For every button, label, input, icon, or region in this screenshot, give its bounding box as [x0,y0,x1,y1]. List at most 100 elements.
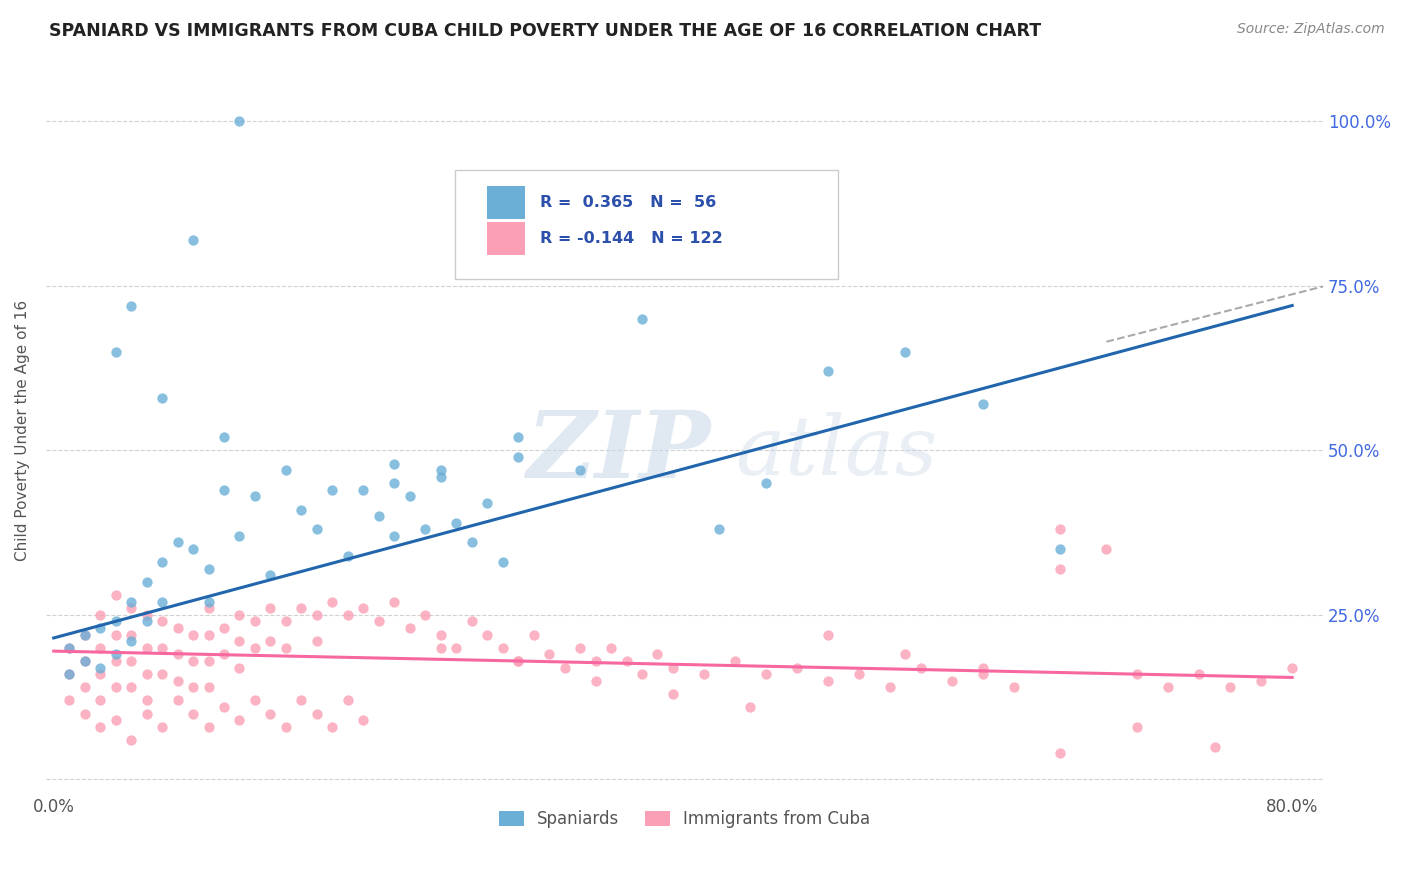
Point [104,628,127,642]
Point [508,450,530,464]
Point [429,628,451,642]
Point [569,463,592,477]
Point [228,713,250,727]
Text: R = -0.144   N = 122: R = -0.144 N = 122 [540,231,723,246]
Point [382,595,405,609]
Point [755,667,778,681]
Point [631,667,654,681]
Point [1126,720,1149,734]
Point [274,463,297,477]
Point [212,621,235,635]
Point [58,640,80,655]
Point [1188,667,1211,681]
Point [1049,562,1071,576]
Point [538,648,561,662]
Point [941,673,963,688]
Point [259,568,281,582]
Point [305,634,328,648]
Point [1095,542,1118,557]
Point [585,654,607,668]
Point [274,720,297,734]
Point [352,483,374,497]
Point [274,615,297,629]
Y-axis label: Child Poverty Under the Age of 16: Child Poverty Under the Age of 16 [15,300,30,561]
Point [150,667,173,681]
Point [135,615,157,629]
Point [58,693,80,707]
Point [197,654,219,668]
Point [290,693,312,707]
Point [709,522,731,536]
Point [104,344,127,359]
Point [460,535,482,549]
Point [274,640,297,655]
Point [492,555,515,569]
Point [89,667,111,681]
Point [181,542,204,557]
Point [243,693,266,707]
Point [894,648,917,662]
Point [166,673,188,688]
Point [135,706,157,721]
Point [817,673,839,688]
Point [150,720,173,734]
Point [382,529,405,543]
Point [321,483,343,497]
Point [228,660,250,674]
Point [647,648,669,662]
Point [336,549,359,563]
Point [879,681,901,695]
Point [89,621,111,635]
Point [894,344,917,359]
Point [197,720,219,734]
Point [212,430,235,444]
Point [104,648,127,662]
Point [166,535,188,549]
Point [166,648,188,662]
Point [259,706,281,721]
Point [243,615,266,629]
Point [398,621,420,635]
Point [336,693,359,707]
FancyBboxPatch shape [454,169,838,278]
Point [135,640,157,655]
Point [135,667,157,681]
Point [1281,660,1303,674]
Text: ZIP: ZIP [526,408,710,498]
Point [243,640,266,655]
Point [398,490,420,504]
Point [120,601,142,615]
Text: Source: ZipAtlas.com: Source: ZipAtlas.com [1237,22,1385,37]
Point [135,693,157,707]
Point [73,706,96,721]
Point [475,496,498,510]
Point [228,529,250,543]
Point [693,667,716,681]
Point [181,654,204,668]
Point [181,233,204,247]
Point [73,628,96,642]
Point [120,681,142,695]
Point [120,654,142,668]
Point [444,516,467,530]
Point [848,667,870,681]
Point [243,490,266,504]
FancyBboxPatch shape [486,186,524,219]
Point [972,660,994,674]
Point [89,693,111,707]
Point [89,640,111,655]
Point [135,574,157,589]
Point [508,654,530,668]
Point [305,706,328,721]
Point [1049,542,1071,557]
Point [197,681,219,695]
Point [73,654,96,668]
Point [1204,739,1226,754]
Point [352,713,374,727]
Point [367,509,389,524]
Point [662,660,685,674]
Point [181,681,204,695]
Point [600,640,623,655]
Point [1157,681,1180,695]
Point [197,628,219,642]
